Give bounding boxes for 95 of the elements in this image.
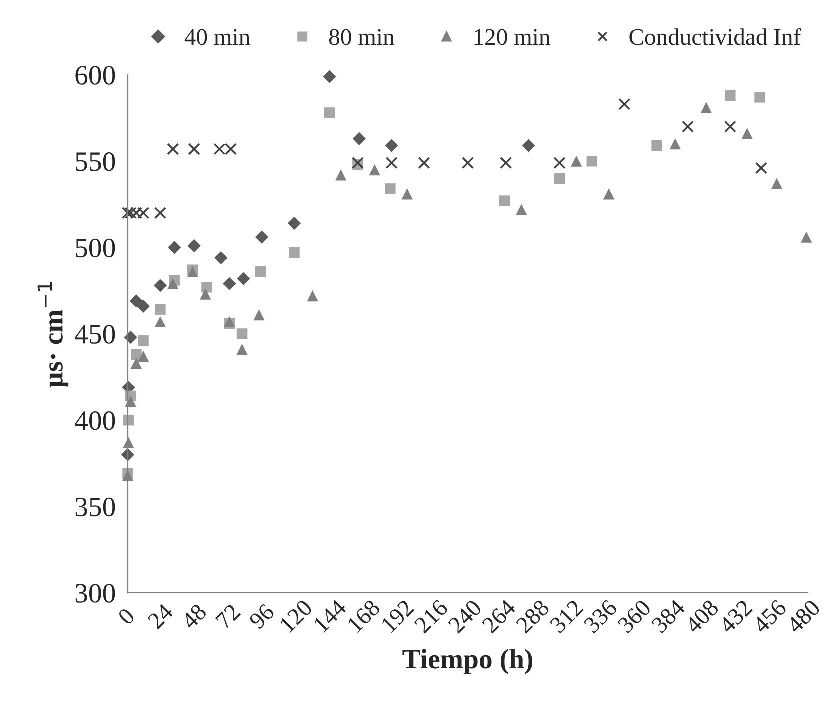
y-tick-label: 450: [75, 325, 116, 344]
x-tick-label: 384: [650, 598, 686, 634]
point: [700, 102, 712, 114]
point: [323, 70, 336, 84]
x-tick-label: 288: [515, 599, 550, 634]
point: [754, 92, 766, 103]
point: [168, 241, 182, 254]
y-tick-label: 500: [76, 238, 116, 258]
y-tick-label: 300: [76, 584, 116, 603]
point: [289, 247, 300, 258]
x-tick-label: 144: [313, 598, 348, 634]
point: [554, 157, 566, 170]
point: [188, 143, 200, 156]
x-tick-label: 120: [279, 599, 314, 634]
x-tick-label: 264: [482, 598, 517, 634]
point: [200, 288, 212, 300]
x-tick-label: 0: [117, 607, 136, 626]
legend-label: Conductividad Inf: [630, 28, 802, 46]
point: [154, 316, 166, 328]
point: [155, 304, 166, 316]
point: [255, 266, 266, 278]
x-tick-label: 432: [718, 599, 754, 634]
x-tick-label: 408: [684, 599, 720, 634]
point: [130, 294, 144, 308]
point: [462, 157, 474, 170]
x-tick-label: 48: [180, 603, 208, 630]
point: [402, 188, 413, 200]
point: [154, 207, 167, 220]
point: [352, 132, 366, 146]
y-tick-label: 400: [75, 412, 116, 430]
point: [385, 139, 398, 152]
point: [554, 173, 566, 184]
x-tick-label: 480: [786, 599, 822, 634]
y-tick-label: 550: [76, 152, 116, 172]
point: [670, 138, 681, 150]
x-tick-label: 360: [617, 599, 652, 634]
point: [131, 349, 142, 360]
point: [138, 336, 149, 346]
point: [755, 162, 768, 174]
x-tick-label: 192: [380, 599, 415, 634]
point: [236, 344, 248, 356]
point: [725, 90, 736, 102]
point: [724, 120, 736, 133]
point: [236, 328, 248, 340]
point: [742, 128, 753, 140]
point: [522, 139, 536, 152]
point: [386, 157, 398, 170]
point: [154, 279, 168, 292]
point: [516, 204, 528, 216]
x-tick-label: 24: [147, 602, 174, 630]
point: [288, 216, 302, 230]
point: [652, 140, 662, 152]
legend-label: 120 min: [474, 29, 550, 46]
point: [500, 157, 512, 170]
point: [603, 188, 615, 200]
point: [771, 178, 783, 190]
point: [167, 143, 180, 156]
point: [188, 239, 201, 253]
point: [571, 156, 582, 167]
x-tick-label: 96: [248, 603, 276, 630]
x-tick-label: 72: [215, 604, 242, 630]
point: [130, 358, 142, 369]
point: [369, 164, 380, 176]
y-axis-title: µs· cm$^{−1}$: [38, 282, 69, 388]
point: [385, 184, 396, 194]
point: [682, 120, 694, 133]
point: [237, 272, 250, 286]
point: [418, 157, 430, 170]
point: [202, 282, 212, 293]
point: [125, 396, 136, 407]
point: [138, 350, 150, 362]
point: [586, 156, 598, 167]
point: [214, 251, 228, 265]
point: [168, 278, 179, 290]
point: [499, 196, 510, 206]
x-tick-label: 240: [448, 599, 483, 634]
point: [800, 232, 812, 243]
point: [324, 108, 336, 118]
x-tick-label: 456: [752, 598, 788, 634]
legend-label: 40 min: [184, 29, 250, 46]
x-axis-title: Tiempo (h): [402, 649, 533, 674]
point: [335, 170, 347, 181]
x-tick-label: 336: [583, 598, 618, 634]
point: [255, 230, 269, 244]
point: [618, 98, 631, 110]
y-tick-label: 600: [76, 66, 116, 85]
x-tick-label: 312: [549, 599, 584, 634]
y-tick-label: 350: [76, 498, 116, 517]
point: [254, 309, 265, 321]
x-tick-label: 216: [414, 598, 449, 634]
legend-label: 80 min: [329, 29, 394, 46]
point: [136, 300, 150, 313]
point: [307, 290, 318, 302]
x-tick-label: 168: [346, 599, 382, 634]
point: [222, 277, 236, 291]
